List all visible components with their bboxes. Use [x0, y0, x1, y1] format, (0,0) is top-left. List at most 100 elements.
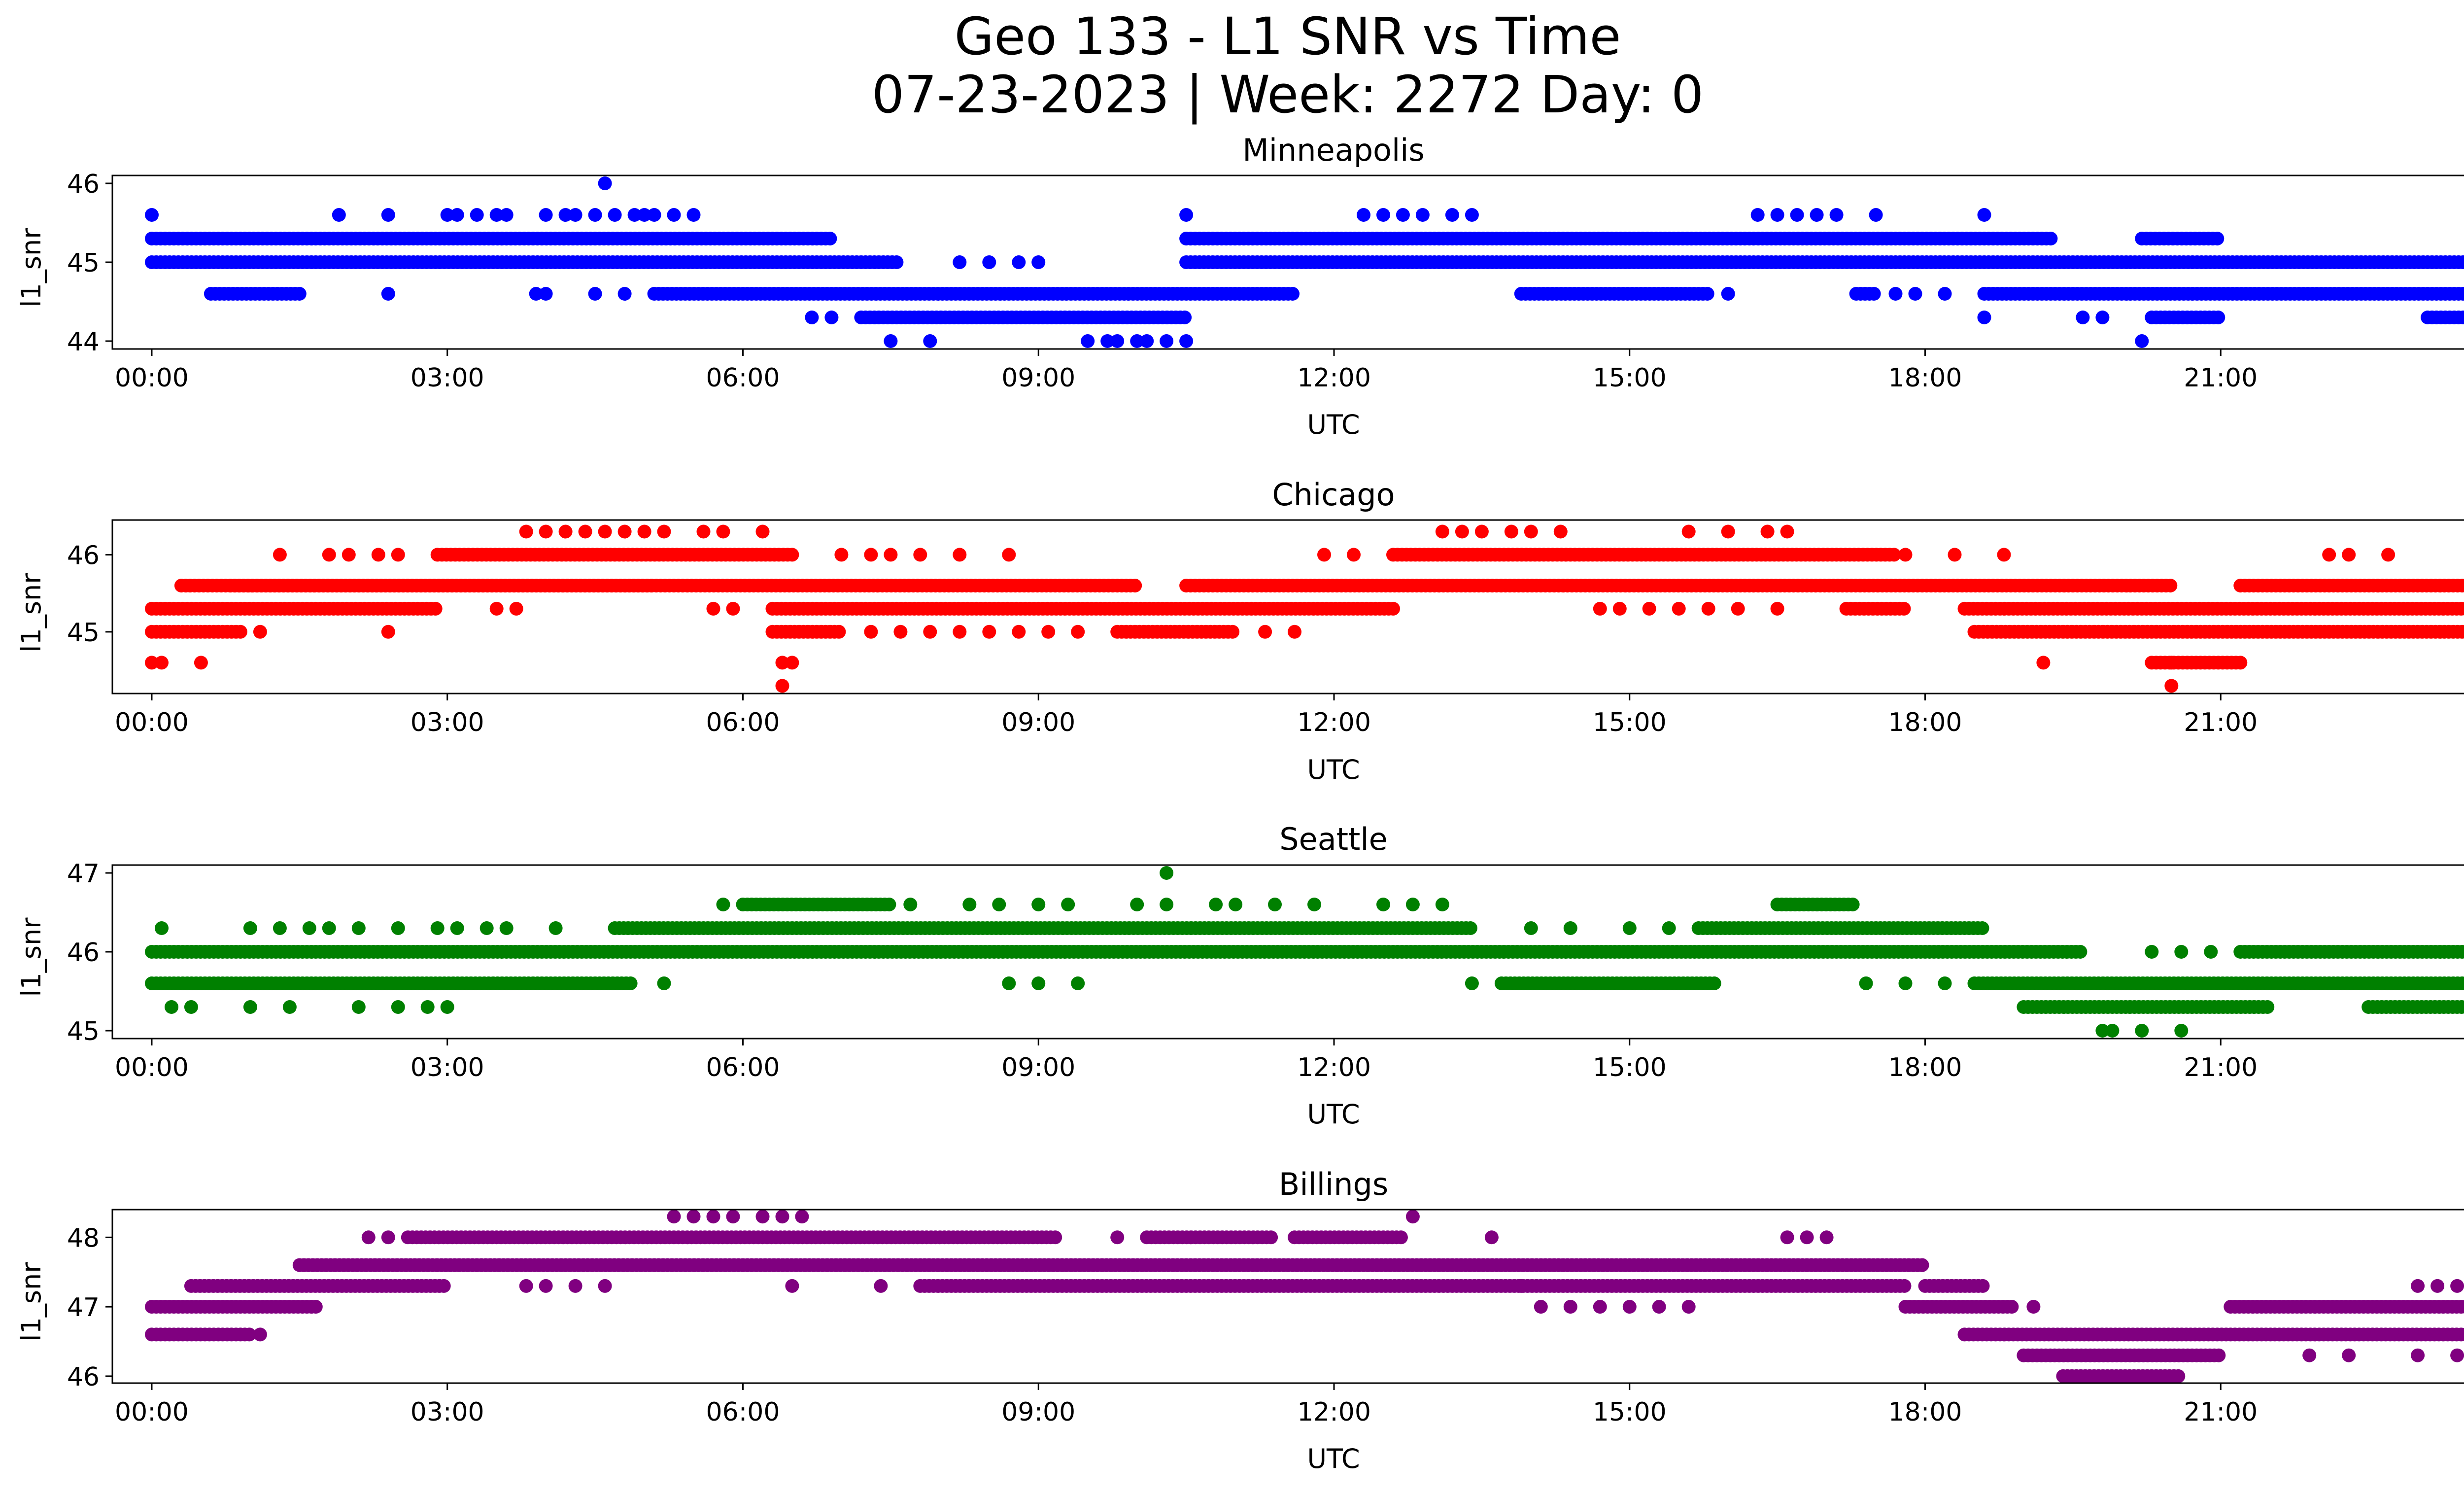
data-point	[1612, 601, 1627, 616]
data-point	[2036, 656, 2051, 670]
data-point	[1100, 334, 1115, 348]
data-point	[1760, 524, 1775, 539]
data-point	[2460, 945, 2464, 959]
data-point	[519, 524, 533, 539]
y-tick-label: 45	[67, 248, 100, 278]
data-points	[145, 1210, 2464, 1383]
data-point	[1721, 524, 1735, 539]
data-point	[437, 1279, 451, 1293]
data-point	[243, 921, 257, 935]
data-point	[913, 548, 927, 562]
data-point	[1307, 898, 1321, 911]
data-point	[1938, 976, 1952, 990]
x-tick-label: 15:00	[1593, 1053, 1667, 1082]
data-point	[1662, 921, 1676, 935]
data-point	[1977, 311, 1991, 324]
data-point	[1376, 208, 1390, 222]
data-point	[253, 625, 267, 639]
data-points	[145, 524, 2464, 693]
data-point	[1002, 976, 1016, 990]
data-point	[2260, 1000, 2275, 1014]
data-point	[1130, 334, 1144, 348]
data-point	[1160, 334, 1174, 348]
x-tick-label: 18:00	[1888, 363, 1962, 393]
data-point	[499, 921, 513, 935]
x-tick-label: 06:00	[706, 363, 780, 393]
data-point	[1593, 601, 1607, 616]
data-point	[1415, 208, 1430, 222]
data-point	[1829, 208, 1844, 222]
data-point	[1859, 976, 1873, 990]
data-point	[1140, 334, 1154, 348]
data-point	[982, 625, 996, 639]
data-point	[637, 524, 651, 539]
data-point	[1160, 866, 1174, 880]
data-point	[2211, 311, 2225, 324]
data-point	[2342, 548, 2356, 562]
data-point	[1780, 524, 1794, 539]
data-point	[155, 921, 169, 935]
data-point	[962, 898, 977, 911]
data-point	[184, 1000, 198, 1014]
data-point	[1258, 625, 1272, 639]
data-point	[243, 1000, 257, 1014]
x-tick-label: 09:00	[1001, 708, 1075, 737]
data-point	[832, 625, 846, 639]
data-point	[1465, 208, 1479, 222]
data-point	[1810, 208, 1824, 222]
data-point	[696, 524, 711, 539]
data-point	[755, 524, 770, 539]
data-point	[1357, 208, 1370, 222]
data-point	[1061, 898, 1075, 911]
data-point	[2095, 311, 2110, 324]
data-point	[657, 976, 671, 990]
data-point	[2460, 579, 2464, 592]
data-point	[903, 898, 918, 911]
data-point	[2076, 311, 2090, 324]
data-point	[322, 548, 336, 562]
x-tick-label: 12:00	[1297, 363, 1371, 393]
data-point	[1179, 208, 1194, 222]
data-point	[657, 524, 671, 539]
data-point	[775, 656, 789, 670]
data-point	[2322, 548, 2336, 562]
data-point	[233, 625, 247, 639]
data-point	[381, 208, 395, 222]
data-point	[2204, 945, 2218, 959]
data-point	[1031, 898, 1046, 911]
data-point	[1867, 287, 1881, 301]
x-tick-label: 21:00	[2184, 1053, 2258, 1082]
data-point	[558, 524, 573, 539]
data-point	[1386, 601, 1400, 616]
data-point	[1721, 287, 1735, 301]
data-point	[2210, 232, 2224, 245]
x-axis-label: UTC	[1307, 1099, 1360, 1130]
x-tick-label: 12:00	[1297, 1053, 1371, 1082]
data-point	[351, 1000, 366, 1014]
data-point	[1869, 208, 1883, 222]
data-point	[2461, 287, 2464, 300]
data-point	[1898, 976, 1913, 990]
data-point	[292, 287, 307, 301]
data-point	[479, 921, 494, 935]
data-point	[1642, 601, 1656, 616]
data-point	[273, 548, 287, 562]
data-point	[1110, 334, 1125, 348]
data-point	[1770, 601, 1784, 616]
data-point	[548, 921, 563, 935]
data-point	[1071, 976, 1085, 990]
data-point	[1286, 287, 1300, 301]
data-point	[1226, 625, 1240, 639]
data-points	[145, 176, 2464, 348]
data-point	[627, 208, 642, 222]
data-point	[558, 208, 573, 222]
data-point	[1563, 921, 1577, 935]
data-point	[1317, 548, 1331, 562]
data-point	[450, 921, 464, 935]
data-point	[1376, 898, 1390, 911]
data-point	[282, 1000, 297, 1014]
data-point	[1975, 921, 1989, 935]
data-point	[440, 208, 454, 222]
y-axis-label: l1_snr	[16, 1262, 47, 1342]
data-point	[1031, 976, 1046, 990]
